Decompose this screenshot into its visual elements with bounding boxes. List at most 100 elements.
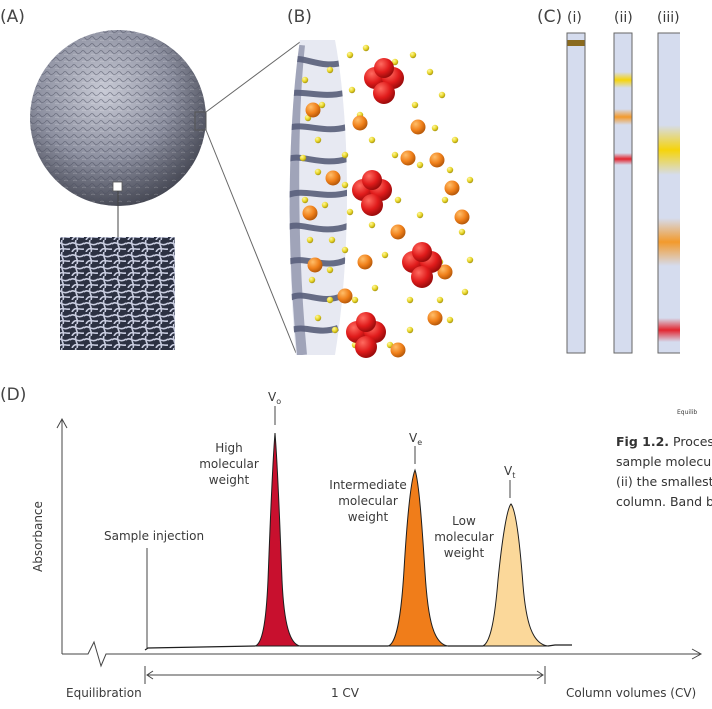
small-molecule [391,58,399,66]
small-molecule [458,228,466,236]
small-molecule [301,196,309,204]
small-molecule [314,168,322,176]
zoom-box-surface [194,111,207,131]
svg-text:weight: weight [348,510,389,524]
small-molecule [331,326,339,334]
small-molecule [326,266,334,274]
band-red-ii [614,153,632,165]
medium-molecule [454,209,470,225]
sample-injection-label: Sample injection [104,529,204,543]
panel-label-c: (C) [537,7,562,27]
small-molecule [371,284,379,292]
y-axis-label: Absorbance [31,501,45,572]
bead-sphere [30,30,206,206]
column-label-ii: (ii) [614,10,633,26]
medium-molecule [357,254,373,270]
label-high-mw: High molecular weight [199,441,259,487]
medium-molecule [302,205,318,221]
svg-text:Ve: Ve [409,431,422,447]
medium-molecule [325,170,341,186]
figure-caption: Fig 1.2. Proces sample molecu (ii) the sm… [616,434,712,509]
small-molecule [416,211,424,219]
small-molecule [466,176,474,184]
column-ii [613,32,633,354]
large-molecule [362,170,382,190]
medium-molecule [429,152,445,168]
svg-text:molecular: molecular [199,457,259,471]
large-molecule [374,58,394,78]
small-molecule [314,314,322,322]
small-molecule [406,326,414,334]
svg-text:(ii) the smallest: (ii) the smallest [616,474,712,489]
small-molecule [326,296,334,304]
x-axis [62,640,145,668]
small-molecule [436,296,444,304]
cv-label: 1 CV [331,686,360,700]
label-low-mw: Low molecular weight [434,514,494,560]
small-molecule [368,136,376,144]
small-molecule [446,316,454,324]
small-molecule [411,101,419,109]
small-molecule [362,44,370,52]
svg-text:molecular: molecular [338,494,398,508]
small-molecule [461,288,469,296]
svg-text:Vo: Vo [268,390,281,406]
small-molecule [318,101,326,109]
small-molecule [446,166,454,174]
bead-micrograph [60,237,175,350]
svg-text:weight: weight [209,473,250,487]
small-molecule [314,136,322,144]
column-i [566,32,586,354]
zoom-line-bottom [205,129,297,354]
panel-label-d: (D) [0,385,26,405]
medium-molecule [390,224,406,240]
svg-text:High: High [215,441,243,455]
large-molecule [411,266,433,288]
small-molecule [328,236,336,244]
column-label-iii: (iii) [657,10,680,26]
equilibration-label: Equilibration [66,686,142,700]
small-molecule [308,276,316,284]
panel-label-a: (A) [0,7,25,27]
chromatogram-trace [144,644,572,651]
gel-matrix-slice [289,40,348,355]
small-molecule [326,66,334,74]
band-orange-ii [614,109,632,125]
small-molecule [351,296,359,304]
medium-molecule [400,150,416,166]
svg-text:molecular: molecular [434,530,494,544]
small-molecule [431,124,439,132]
svg-text:weight: weight [444,546,485,560]
small-molecule [368,221,376,229]
medium-molecule [352,115,368,131]
peak-intermediate-mw [387,468,449,647]
svg-text:Intermediate: Intermediate [329,478,406,492]
small-molecule [341,246,349,254]
small-molecule [348,86,356,94]
band-brown [567,40,585,46]
peak-low-mw [482,503,549,647]
svg-text:Fig 1.2.Proces: Fig 1.2. Proces [616,434,712,449]
small-molecule [394,196,402,204]
medium-molecule [427,310,443,326]
large-molecule [355,336,377,358]
medium-molecule [337,288,353,304]
small-molecule [341,181,349,189]
zoom-line-top [205,41,301,113]
large-molecule [412,242,432,262]
panel-label-b: (B) [287,7,312,27]
x-axis-label: Column volumes (CV) [566,686,696,700]
cropped-text: Equilib [677,409,697,416]
marker-vo: Vo [268,390,281,425]
small-molecule [438,91,446,99]
medium-molecule [437,264,453,280]
medium-molecule [307,257,323,273]
svg-text:column. Band b: column. Band b [616,494,712,509]
medium-molecule [305,102,321,118]
svg-text:Vt: Vt [504,464,515,480]
small-molecule [406,296,414,304]
small-molecule [341,151,349,159]
small-molecule [451,136,459,144]
small-molecule [426,68,434,76]
